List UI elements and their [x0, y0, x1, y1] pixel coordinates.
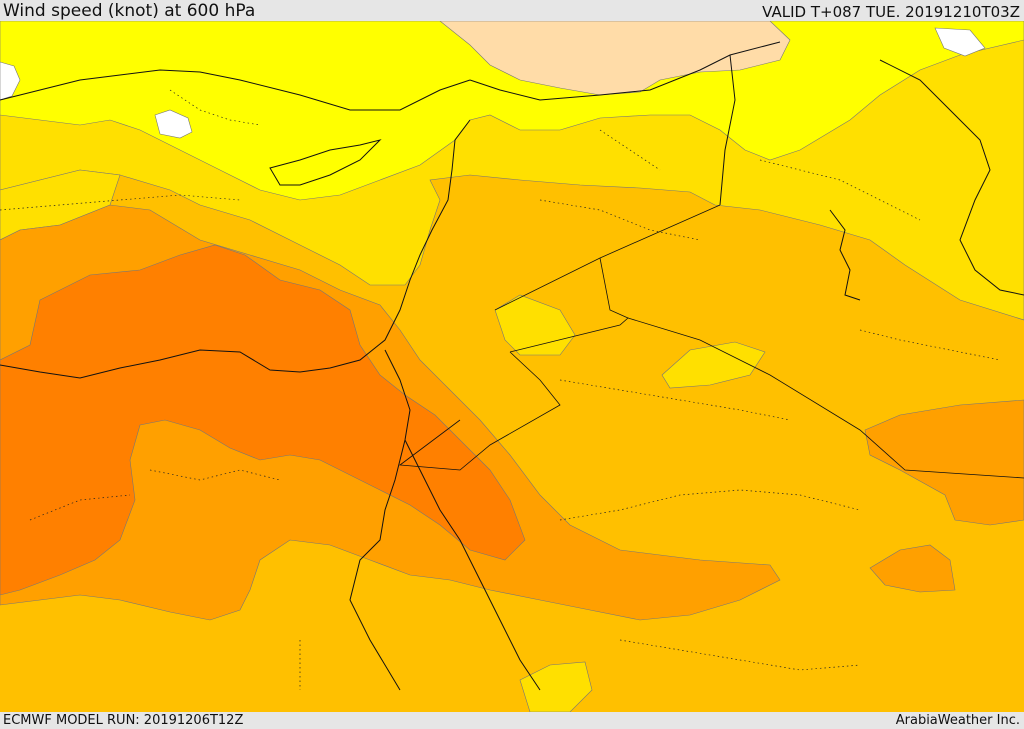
admin-boundaries — [0, 89, 1001, 690]
band-20-25-spot — [869, 544, 956, 593]
band-0-5-c — [934, 27, 986, 57]
band-0-5-b — [0, 61, 21, 101]
band-10-15-patch3 — [519, 661, 593, 712]
band-0-5-a — [154, 109, 193, 139]
borders — [398, 204, 1024, 479]
coastlines — [0, 41, 1024, 691]
band-25-30 — [0, 244, 526, 596]
band-10-15-patch — [494, 294, 576, 356]
footer-bar: ECMWF MODEL RUN: 20191206T12Z ArabiaWeat… — [0, 712, 1024, 729]
band-high — [439, 21, 791, 96]
valid-time: VALID T+087 TUE. 20191210T03Z — [762, 3, 1020, 21]
band-10-15-patch2 — [661, 341, 766, 389]
map-canvas — [0, 21, 1024, 712]
provider-credit: ArabiaWeather Inc. — [895, 713, 1020, 728]
band-5-10 — [0, 21, 1024, 201]
chart-title: Wind speed (knot) at 600 hPa — [3, 1, 256, 21]
band-20-25-right — [864, 399, 1024, 526]
model-run: ECMWF MODEL RUN: 20191206T12Z — [3, 713, 244, 728]
header-bar: Wind speed (knot) at 600 hPa VALID T+087… — [0, 0, 1024, 21]
weather-map[interactable] — [0, 21, 1024, 712]
